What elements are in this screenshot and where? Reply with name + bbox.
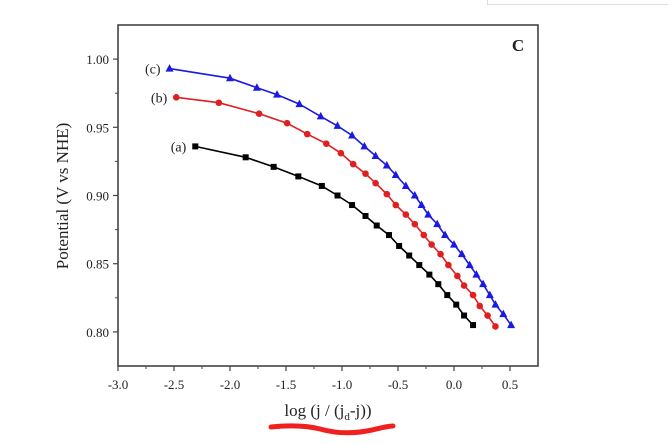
- data-point-triangle: [348, 130, 357, 139]
- data-point-circle: [469, 291, 477, 299]
- data-point-square: [334, 192, 341, 199]
- data-point-square: [416, 262, 423, 269]
- data-point-circle: [372, 179, 379, 187]
- data-point-triangle: [401, 181, 410, 189]
- series-line-0: [195, 145, 474, 326]
- data-point-square: [406, 252, 413, 259]
- data-point-triangle: [410, 191, 419, 199]
- data-point-circle: [215, 99, 223, 107]
- data-point-circle: [337, 149, 345, 157]
- data-point-circle: [402, 211, 410, 218]
- data-point-circle: [476, 302, 484, 310]
- data-point-triangle: [165, 64, 174, 72]
- x-axis-label-main: log (j / (j: [284, 401, 344, 420]
- data-point-circle: [445, 261, 452, 269]
- data-point-circle: [323, 140, 330, 147]
- data-point-square: [373, 222, 380, 229]
- data-point-circle: [411, 220, 419, 228]
- data-point-triangle: [391, 170, 400, 179]
- data-point-circle: [428, 241, 435, 248]
- data-point-triangle: [382, 160, 391, 169]
- data-point-square: [461, 312, 468, 319]
- data-point-circle: [437, 250, 444, 258]
- data-point-square: [192, 143, 199, 150]
- data-point-square: [453, 301, 460, 308]
- data-point-square: [426, 271, 433, 278]
- data-point-triangle: [507, 320, 516, 329]
- window-edge-fragment: [487, 0, 668, 5]
- data-point-square: [386, 232, 393, 239]
- x-tick-label: -1.0: [332, 377, 353, 392]
- data-point-square: [295, 173, 302, 180]
- data-point-triangle: [457, 249, 466, 258]
- data-point-triangle: [433, 219, 442, 228]
- data-point-triangle: [450, 240, 458, 248]
- y-tick-label: 0.80: [86, 325, 109, 340]
- x-tick-label: -0.5: [388, 377, 409, 392]
- x-tick-label: -1.5: [276, 377, 297, 392]
- data-point-circle: [454, 272, 461, 280]
- data-point-square: [242, 154, 249, 161]
- x-tick-label: 0.0: [446, 377, 462, 392]
- data-point-triangle: [252, 83, 261, 91]
- data-point-square: [444, 292, 451, 299]
- series-label: (b): [151, 91, 168, 106]
- x-tick-label: -2.0: [220, 377, 241, 392]
- series-line-1: [176, 96, 497, 327]
- data-point-square: [270, 163, 277, 170]
- x-tick-label: -2.5: [164, 377, 185, 392]
- data-point-triangle: [417, 200, 426, 209]
- data-point-circle: [255, 110, 263, 117]
- data-point-circle: [383, 190, 391, 198]
- data-point-square: [435, 281, 442, 288]
- data-point-triangle: [499, 309, 508, 318]
- data-point-triangle: [424, 210, 433, 218]
- data-point-square: [362, 212, 369, 219]
- y-tick-label: 0.85: [86, 257, 109, 272]
- series-label: (c): [145, 63, 161, 78]
- data-point-triangle: [226, 73, 234, 82]
- data-point-square: [349, 202, 356, 209]
- data-point-circle: [172, 93, 180, 101]
- data-point-triangle: [273, 90, 282, 98]
- data-point-triangle: [485, 290, 494, 299]
- y-axis-label: Potential (V vs NHE): [53, 123, 72, 270]
- data-point-triangle: [465, 260, 474, 269]
- data-point-triangle: [295, 99, 304, 108]
- data-point-triangle: [333, 121, 342, 129]
- x-tick-label: -3.0: [108, 377, 129, 392]
- data-point-circle: [303, 130, 311, 138]
- y-tick-label: 1.00: [86, 52, 109, 67]
- series-label: (a): [171, 140, 187, 155]
- data-point-square: [470, 322, 477, 329]
- x-axis-label-subscript: d: [344, 411, 350, 423]
- data-point-triangle: [316, 111, 325, 120]
- data-point-square: [318, 182, 325, 189]
- data-point-circle: [484, 312, 491, 319]
- x-tick-label: 0.5: [502, 377, 518, 392]
- y-tick-label: 0.95: [86, 120, 109, 135]
- data-point-triangle: [441, 230, 450, 239]
- plot-frame: [117, 24, 539, 367]
- x-axis-label: log (j / (jd-j)): [284, 401, 371, 423]
- data-point-circle: [392, 201, 400, 209]
- data-point-circle: [460, 282, 468, 289]
- data-point-triangle: [472, 270, 481, 278]
- data-point-circle: [349, 160, 357, 168]
- panel-label: C: [512, 36, 524, 55]
- data-point-square: [396, 242, 403, 249]
- data-point-triangle: [360, 141, 369, 150]
- data-point-circle: [420, 231, 428, 239]
- data-point-triangle: [479, 279, 488, 288]
- red-underline-annotation: [268, 423, 396, 436]
- data-point-circle: [283, 119, 291, 127]
- data-point-triangle: [491, 300, 500, 308]
- x-axis-label-end: -j)): [350, 401, 372, 420]
- data-point-triangle: [371, 151, 380, 159]
- data-point-circle: [492, 323, 499, 330]
- y-tick-label: 0.90: [86, 189, 109, 204]
- data-point-circle: [362, 170, 369, 177]
